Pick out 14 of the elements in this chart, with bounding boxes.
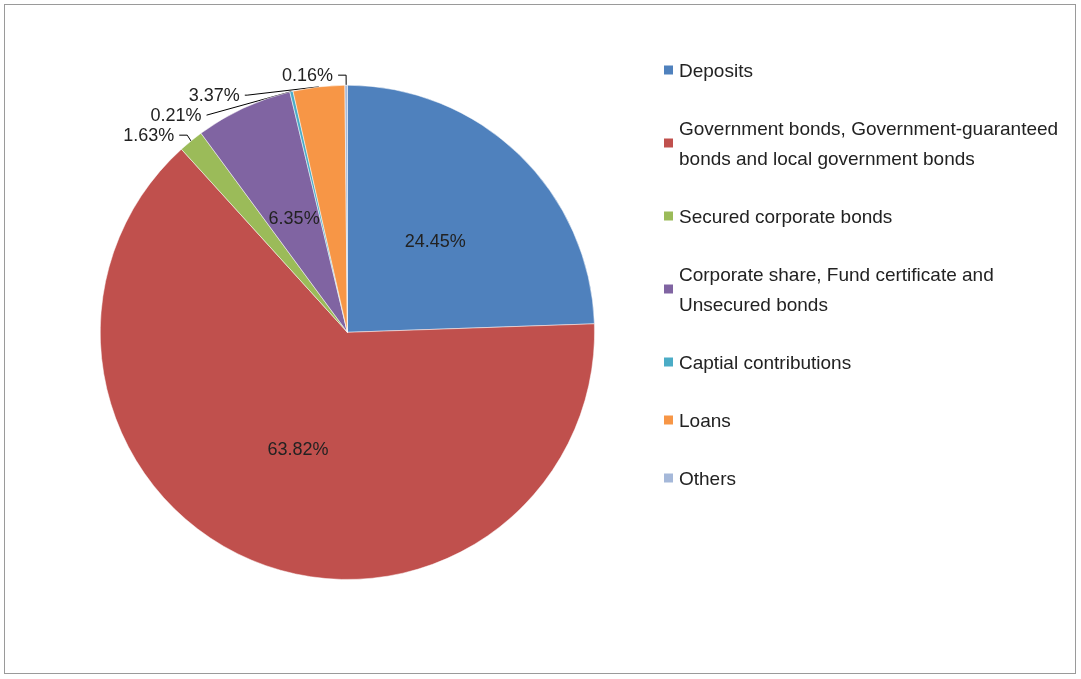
legend-label: Deposits [679, 59, 753, 81]
data-label: 0.21% [150, 105, 202, 126]
data-label: 0.16% [282, 65, 334, 86]
data-label: 1.63% [123, 125, 175, 146]
legend-label: Secured corporate bonds [679, 205, 893, 227]
legend-label: Government bonds, Government-guaranteed bonds and local government bonds [679, 117, 1064, 169]
data-label: 3.37% [188, 85, 240, 106]
legend-label: Others [679, 467, 737, 489]
legend-label: Captial contributions [679, 351, 852, 373]
data-label: 24.45% [404, 231, 466, 252]
legend-label: Loans [679, 409, 731, 431]
data-label: 63.82% [267, 438, 329, 459]
legend-label: Corporate share, Fund certificate and Unsecured bonds [679, 263, 1000, 315]
data-label: 6.35% [268, 207, 320, 228]
